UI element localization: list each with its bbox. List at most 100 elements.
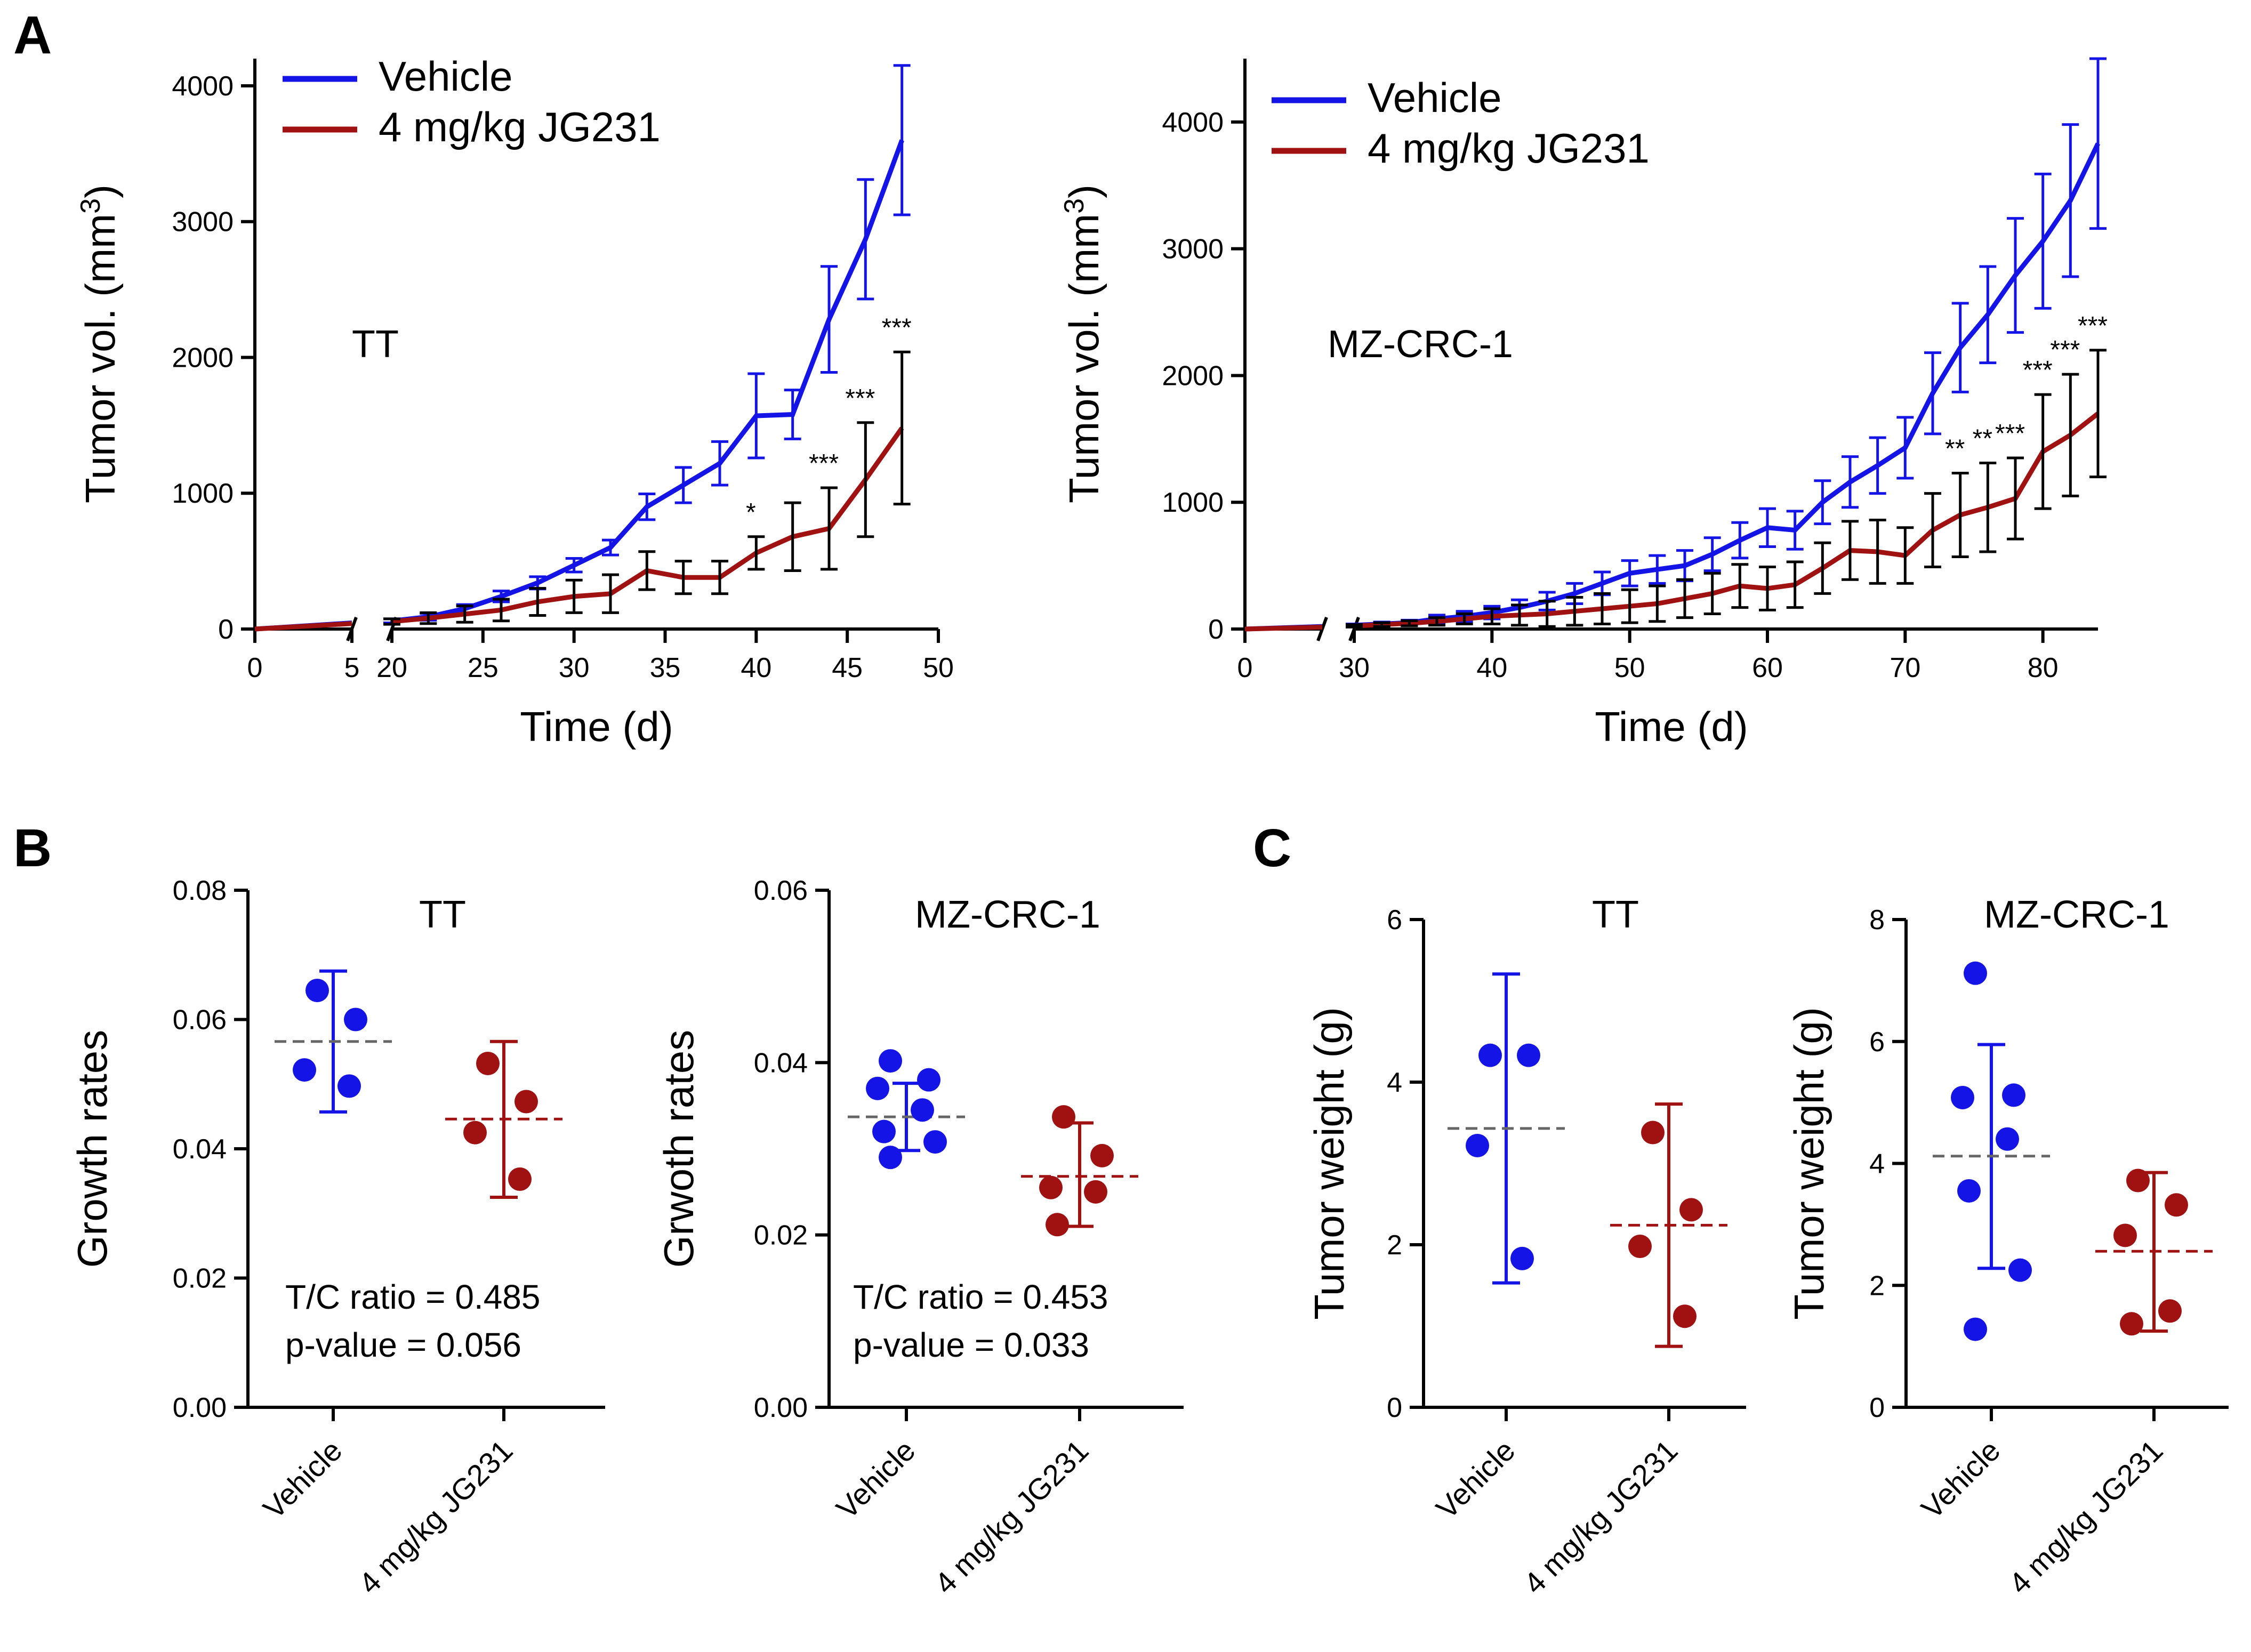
significance-marker: ***	[2050, 336, 2080, 364]
data-point	[1510, 1246, 1534, 1270]
significance-marker: **	[1973, 425, 1992, 453]
chart-title: TT	[1592, 893, 1639, 936]
data-point	[306, 978, 329, 1002]
y-tick-label: 3000	[1162, 234, 1224, 265]
x-tick-label: 35	[650, 652, 681, 683]
data-point	[1478, 1043, 1502, 1067]
y-axis-label-superscript: 3	[75, 198, 106, 214]
y-axis-label: Tumor vol. (mm3)	[75, 184, 124, 503]
data-point	[2120, 1312, 2143, 1336]
chart-growth-rates-mz-crc-1: 0.00 0.02 0.04 0.06 MZ-CRC-1 Grwoth rates Vehi…	[655, 875, 1184, 1600]
y-tick-label: 0.06	[754, 875, 808, 906]
y-axis-label-close: )	[1060, 184, 1107, 198]
y-tick-label: 4	[1869, 1149, 1885, 1180]
data-point	[1673, 1304, 1697, 1328]
panel-label-c: C	[1253, 818, 1291, 878]
chart-tumor-volume-mz-crc-1: 0 1000 2000 3000 4000 0 30 40 50 60 70 80 Time (d) Tu…	[1059, 57, 2108, 750]
data-point	[879, 1146, 902, 1170]
x-tick-label: 20	[376, 652, 407, 683]
x-tick-label: 5	[344, 652, 360, 683]
x-tick-label: 50	[923, 652, 954, 683]
y-tick-label: 0.04	[754, 1047, 808, 1078]
stat-annotation-1: p-value = 0.033	[853, 1326, 1089, 1364]
data-point	[2158, 1299, 2182, 1323]
y-axis-label-main: Tumor vol. (mm	[77, 214, 124, 503]
y-tick-label: 0.00	[754, 1392, 808, 1423]
significance-marker: ***	[1995, 420, 2025, 448]
category-label: Vehicle	[830, 1433, 921, 1525]
stat-annotation-0: T/C ratio = 0.453	[853, 1278, 1108, 1316]
data-point	[923, 1130, 947, 1154]
data-point	[1517, 1043, 1540, 1067]
chart-title: MZ-CRC-1	[915, 893, 1100, 936]
x-tick-label: 45	[832, 652, 863, 683]
series-line-0	[391, 139, 904, 624]
data-point	[1957, 1179, 1981, 1203]
category-label: 4 mg/kg JG231	[2002, 1433, 2169, 1600]
data-point	[2165, 1193, 2188, 1217]
stat-annotation-0: T/C ratio = 0.485	[285, 1278, 540, 1316]
series-line-1-pre-break	[1244, 624, 1323, 632]
y-tick-label: 0	[218, 614, 234, 645]
y-axis-label-close: )	[77, 184, 124, 198]
y-tick-label: 0	[1208, 614, 1224, 645]
chart-title: TT	[419, 893, 466, 936]
y-tick-label: 6	[1387, 905, 1402, 936]
data-point	[1084, 1180, 1107, 1204]
x-axis-label: Time (d)	[520, 703, 673, 750]
chart-growth-rates-tt: 0.00 0.02 0.04 0.06 0.08 TT Growth rates Vehicl…	[69, 875, 605, 1600]
data-point	[1679, 1198, 1703, 1222]
series-line-1-pre-break	[254, 621, 352, 632]
y-tick-label: 0.04	[173, 1134, 227, 1165]
data-point	[1964, 961, 1987, 985]
legend-label-1: 4 mg/kg JG231	[1368, 125, 1650, 172]
x-tick-label: 50	[1614, 652, 1645, 683]
y-tick-label: 0.00	[173, 1392, 227, 1423]
data-point	[879, 1049, 902, 1073]
panel-label-a: A	[13, 5, 52, 65]
data-point	[2126, 1169, 2150, 1192]
y-tick-label: 2000	[172, 342, 234, 373]
y-axis-label-superscript: 3	[1059, 198, 1090, 214]
y-tick-label: 6	[1869, 1027, 1885, 1058]
y-tick-label: 0.08	[173, 875, 227, 906]
data-point	[866, 1076, 889, 1100]
data-point	[2008, 1258, 2032, 1282]
stat-annotation-1: p-value = 0.056	[285, 1326, 521, 1364]
category-label: Vehicle	[256, 1433, 348, 1525]
series-line-1	[1354, 412, 2100, 628]
category-label: Vehicle	[1915, 1433, 2006, 1525]
y-tick-label: 2	[1869, 1270, 1885, 1301]
y-tick-label: 0.02	[754, 1220, 808, 1251]
y-tick-label: 1000	[172, 478, 234, 509]
x-tick-label: 0	[247, 652, 263, 683]
x-tick-label: 60	[1752, 652, 1783, 683]
x-tick-label: 30	[559, 652, 590, 683]
y-axis-label: Tumor weight (g)	[1786, 1007, 1832, 1320]
data-point	[514, 1090, 538, 1114]
chart-title: TT	[352, 323, 399, 366]
y-tick-label: 4	[1387, 1067, 1402, 1098]
data-point	[463, 1121, 487, 1145]
panel-label-b: B	[13, 818, 52, 878]
significance-marker: **	[1945, 435, 1965, 463]
data-point	[1466, 1133, 1489, 1157]
y-tick-label: 0.02	[173, 1263, 227, 1294]
y-tick-label: 0	[1387, 1392, 1402, 1423]
significance-marker: ***	[845, 384, 875, 413]
data-point	[872, 1119, 896, 1143]
series-line-0	[1354, 142, 2101, 628]
y-tick-label: 2000	[1162, 360, 1224, 391]
data-point	[293, 1058, 316, 1082]
data-point	[344, 1008, 367, 1032]
y-tick-label: 4000	[172, 71, 234, 102]
significance-marker: ***	[882, 313, 912, 342]
y-tick-label: 0	[1869, 1392, 1885, 1423]
y-axis-label: Tumor vol. (mm3)	[1059, 184, 1107, 503]
data-point	[1039, 1175, 1063, 1199]
data-point	[917, 1068, 940, 1092]
x-tick-label: 30	[1339, 652, 1370, 683]
category-label: 4 mg/kg JG231	[1517, 1433, 1684, 1600]
data-point	[1628, 1235, 1652, 1259]
